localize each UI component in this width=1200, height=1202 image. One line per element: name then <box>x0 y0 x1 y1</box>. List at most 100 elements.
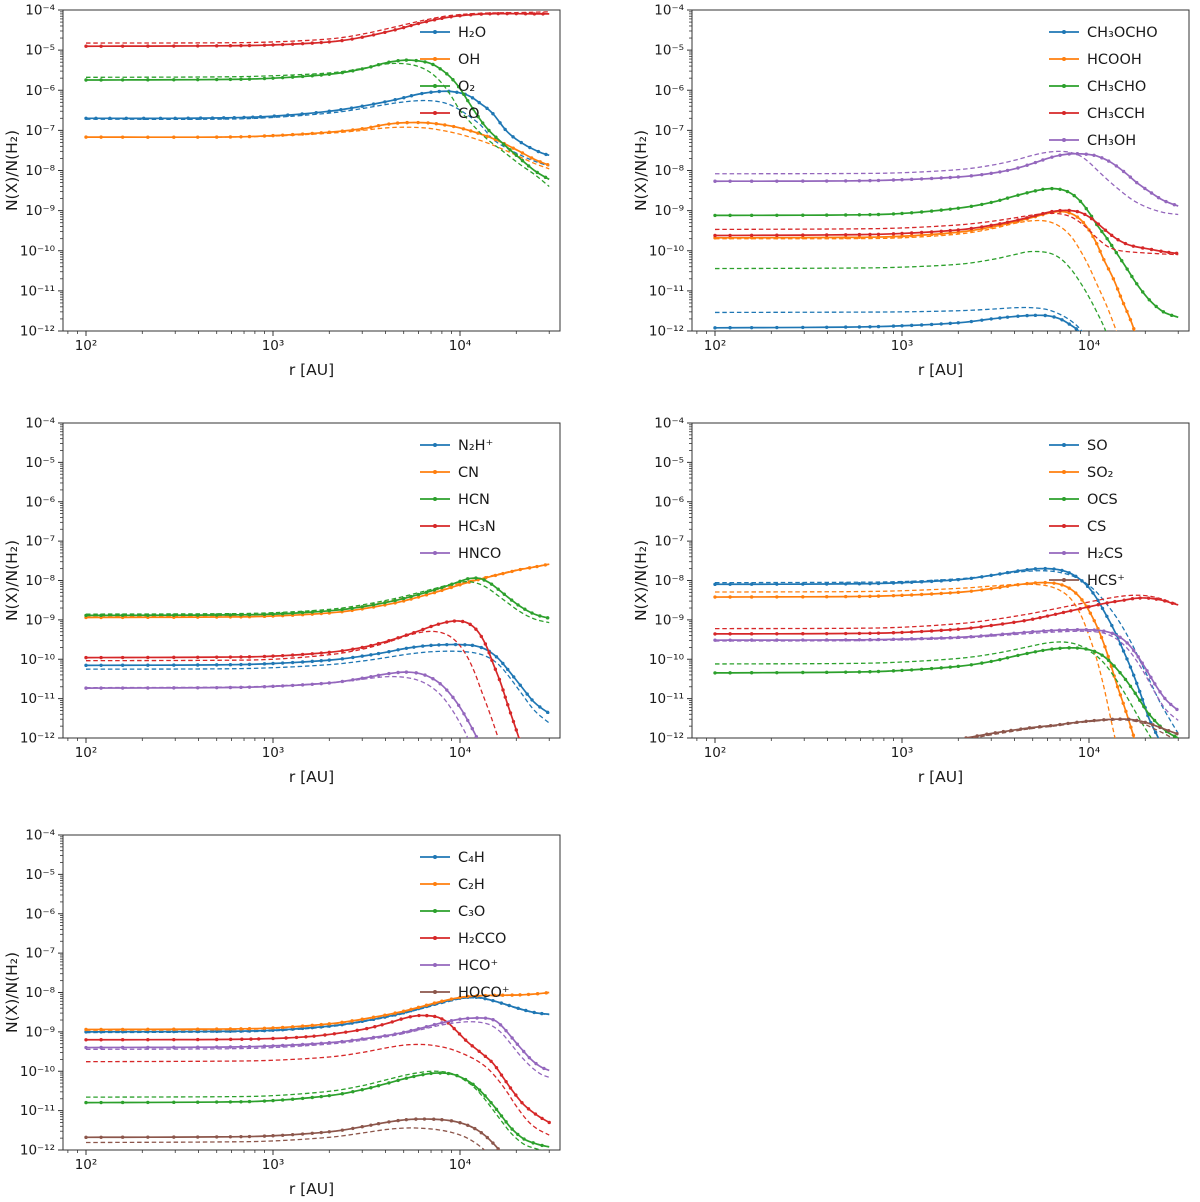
y-tick-label: 10⁻⁴ <box>25 828 55 844</box>
series-ch3ocho <box>713 306 1083 331</box>
legend-marker-hcooh <box>1062 57 1066 61</box>
chart-panel-middle-right: 10² 10³ 10⁴ 10⁻⁴ 10⁻⁵ 10⁻⁶ 10⁻⁷ 10⁻⁸ 10⁻⁹ 10⁻¹⁰ 10… <box>632 416 1190 786</box>
line-cs-dashed <box>714 594 1179 630</box>
legend-label-ch3oh: CH₃OH <box>1087 133 1136 149</box>
series-so <box>713 566 1179 738</box>
x-axis-label: r [AU] <box>918 361 963 379</box>
y-tick-label: 10⁻⁸ <box>654 573 684 589</box>
legend-marker-hco+ <box>433 963 437 967</box>
legend-marker-o2 <box>433 84 437 88</box>
legend-marker-h2o <box>433 30 437 34</box>
legend-marker-hnco <box>433 551 437 555</box>
axis-ticks: 10² 10³ 10⁴ 10⁻⁴ 10⁻⁵ 10⁻⁶ 10⁻⁷ 10⁻⁸ 10⁻⁹ 10⁻¹⁰ 10… <box>20 3 550 354</box>
series-h2o <box>84 89 550 167</box>
legend-label-so2: SO₂ <box>1087 465 1113 481</box>
legend-marker-cn <box>433 470 437 474</box>
series-hnco <box>84 670 479 738</box>
y-tick-label: 10⁻⁷ <box>654 534 684 550</box>
line-h2cco-dashed <box>85 1043 550 1136</box>
series-cs <box>713 594 1179 636</box>
line-c3o-solid <box>85 1072 550 1148</box>
y-tick-label: 10⁻⁷ <box>25 946 55 962</box>
x-tick-label: 10² <box>704 338 727 354</box>
x-tick-label: 10⁴ <box>449 1157 472 1173</box>
legend-label-h2o: H₂O <box>458 25 486 41</box>
y-tick-label: 10⁻⁴ <box>654 416 684 432</box>
legend-label-c2h: C₂H <box>458 877 485 893</box>
y-tick-label: 10⁻⁹ <box>654 203 684 219</box>
legend-marker-co <box>433 111 437 115</box>
y-tick-label: 10⁻⁹ <box>25 203 55 219</box>
y-tick-label: 10⁻⁷ <box>25 123 55 139</box>
line-h2o-dashed <box>85 99 550 167</box>
y-tick-label: 10⁻⁹ <box>25 612 55 628</box>
legend-label-ch3cch: CH₃CCH <box>1087 106 1145 122</box>
legend-marker-hc3n <box>433 524 437 528</box>
y-tick-label: 10⁻¹² <box>649 731 684 747</box>
legend-label-hnco: HNCO <box>458 546 501 562</box>
y-tick-label: 10⁻⁶ <box>25 83 55 99</box>
legend-label-ch3cho: CH₃CHO <box>1087 79 1146 95</box>
legend-marker-cs <box>1062 524 1066 528</box>
legend-label-cs: CS <box>1087 519 1106 535</box>
y-tick-label: 10⁻¹¹ <box>20 1103 55 1119</box>
x-tick-label: 10³ <box>891 745 914 761</box>
legend: C₄H C₂H C₃O H₂CCO HCO⁺ HOCO⁺ <box>420 850 510 1001</box>
series-hcn <box>84 576 550 624</box>
line-ch3cho-solid <box>714 187 1179 319</box>
x-axis-label: r [AU] <box>289 768 334 786</box>
line-ch3ocho-dashed <box>714 306 1083 331</box>
chart-panel-top-left: 10² 10³ 10⁴ 10⁻⁴ 10⁻⁵ 10⁻⁶ 10⁻⁷ 10⁻⁸ 10⁻⁹ 10⁻¹⁰ 10… <box>3 3 561 379</box>
y-axis-label: N(X)/N(H₂) <box>3 952 21 1033</box>
y-tick-label: 10⁻⁶ <box>25 906 55 922</box>
x-tick-label: 10⁴ <box>449 338 472 354</box>
x-tick-label: 10² <box>75 745 98 761</box>
plot-frame <box>62 9 561 332</box>
legend: CH₃OCHO HCOOH CH₃CHO CH₃CCH CH₃OH <box>1049 25 1158 149</box>
x-tick-label: 10⁴ <box>1078 338 1101 354</box>
chart-panel-bottom-left: 10² 10³ 10⁴ 10⁻⁴ 10⁻⁵ 10⁻⁶ 10⁻⁷ 10⁻⁸ 10⁻⁹ 10⁻¹⁰ 10… <box>3 828 561 1198</box>
series-hc3n <box>84 619 521 738</box>
line-h2cs-dashed <box>714 630 1179 721</box>
series-hcooh <box>713 209 1136 331</box>
line-cn-dashed <box>85 563 550 617</box>
y-tick-label: 10⁻⁹ <box>25 1024 55 1040</box>
line-hoco+-dashed <box>85 1127 486 1150</box>
legend-marker-c4h <box>433 855 437 859</box>
legend-marker-oh <box>433 57 437 61</box>
y-tick-label: 10⁻⁵ <box>654 43 684 59</box>
series-hco+ <box>84 1016 550 1078</box>
y-tick-label: 10⁻¹⁰ <box>20 243 55 259</box>
y-tick-label: 10⁻¹¹ <box>649 691 684 707</box>
x-axis-label: r [AU] <box>289 1180 334 1198</box>
y-tick-label: 10⁻⁸ <box>654 163 684 179</box>
x-tick-label: 10² <box>75 1157 98 1173</box>
line-ch3cch-dashed <box>714 212 1179 256</box>
y-tick-label: 10⁻¹² <box>20 731 55 747</box>
legend-label-c4h: C₄H <box>458 850 485 866</box>
legend-marker-c3o <box>433 909 437 913</box>
legend-label-hco+: HCO⁺ <box>458 958 498 974</box>
series-so2 <box>713 580 1136 738</box>
legend-marker-hoco+ <box>433 990 437 994</box>
axis-ticks: 10² 10³ 10⁴ 10⁻⁴ 10⁻⁵ 10⁻⁶ 10⁻⁷ 10⁻⁸ 10⁻⁹ 10⁻¹⁰ 10… <box>649 416 1179 761</box>
legend-label-oh: OH <box>458 52 480 68</box>
x-axis-label: r [AU] <box>289 361 334 379</box>
legend: H₂O OH O₂ CO <box>420 25 486 122</box>
y-axis-label: N(X)/N(H₂) <box>3 130 21 211</box>
x-tick-label: 10² <box>75 338 98 354</box>
legend-marker-ch3oh <box>1062 138 1066 142</box>
y-tick-label: 10⁻⁴ <box>654 3 684 19</box>
legend-label-hoco+: HOCO⁺ <box>458 985 510 1001</box>
series-oh <box>84 120 550 170</box>
legend-label-h2cco: H₂CCO <box>458 931 506 947</box>
y-tick-label: 10⁻⁶ <box>25 494 55 510</box>
line-hnco-solid <box>85 671 478 738</box>
line-c3o-dashed <box>85 1070 544 1150</box>
legend-marker-ocs <box>1062 497 1066 501</box>
y-tick-label: 10⁻⁶ <box>654 494 684 510</box>
y-tick-label: 10⁻⁵ <box>25 867 55 883</box>
legend-label-hc3n: HC₃N <box>458 519 496 535</box>
